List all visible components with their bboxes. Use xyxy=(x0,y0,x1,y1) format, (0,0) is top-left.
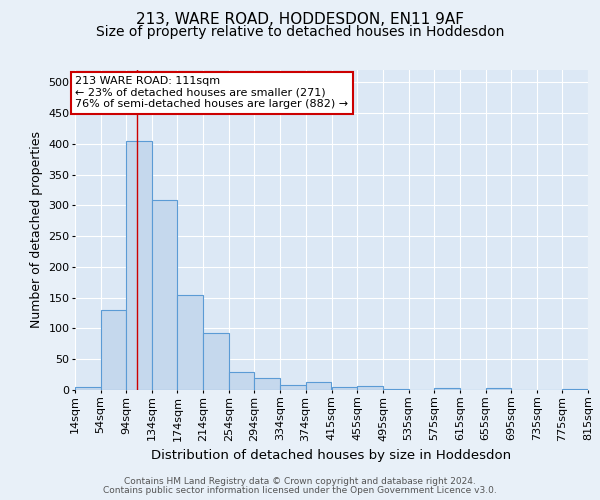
Bar xyxy=(434,388,460,390)
Bar xyxy=(485,388,511,390)
Bar xyxy=(126,141,152,390)
Bar xyxy=(254,378,280,390)
Text: 213 WARE ROAD: 111sqm
← 23% of detached houses are smaller (271)
76% of semi-det: 213 WARE ROAD: 111sqm ← 23% of detached … xyxy=(75,76,348,110)
Bar xyxy=(101,310,126,390)
Bar xyxy=(229,372,254,390)
Bar xyxy=(178,294,203,390)
Bar xyxy=(562,389,588,390)
Bar xyxy=(332,387,358,390)
Bar xyxy=(305,382,331,390)
Bar xyxy=(358,386,383,390)
X-axis label: Distribution of detached houses by size in Hoddesdon: Distribution of detached houses by size … xyxy=(151,449,512,462)
Text: Contains public sector information licensed under the Open Government Licence v3: Contains public sector information licen… xyxy=(103,486,497,495)
Bar xyxy=(203,334,229,390)
Bar xyxy=(75,387,101,390)
Bar xyxy=(280,385,305,390)
Bar xyxy=(152,200,178,390)
Text: 213, WARE ROAD, HODDESDON, EN11 9AF: 213, WARE ROAD, HODDESDON, EN11 9AF xyxy=(136,12,464,28)
Text: Contains HM Land Registry data © Crown copyright and database right 2024.: Contains HM Land Registry data © Crown c… xyxy=(124,477,476,486)
Text: Size of property relative to detached houses in Hoddesdon: Size of property relative to detached ho… xyxy=(96,25,504,39)
Bar xyxy=(383,389,409,390)
Y-axis label: Number of detached properties: Number of detached properties xyxy=(30,132,43,328)
